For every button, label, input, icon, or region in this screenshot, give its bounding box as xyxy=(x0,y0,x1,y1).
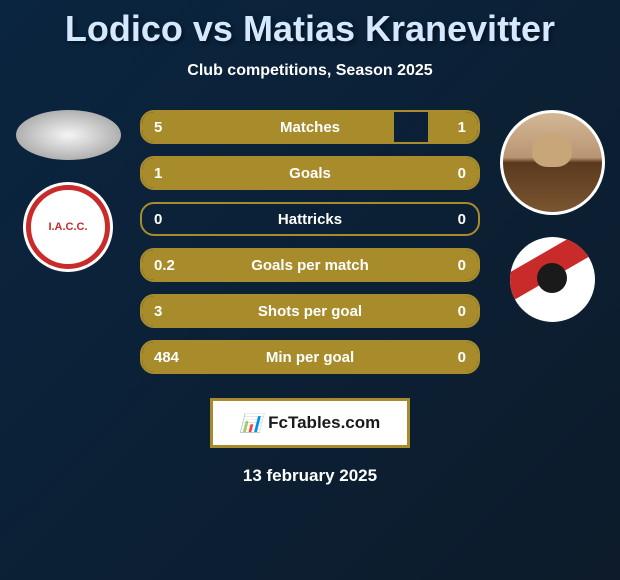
stat-fill-right xyxy=(428,112,478,142)
stat-value-left: 0 xyxy=(154,211,162,228)
stat-row: 0 Hattricks 0 xyxy=(140,202,480,236)
site-badge: 📊 FcTables.com xyxy=(210,398,410,448)
stat-value-left: 1 xyxy=(154,165,162,182)
page-subtitle: Club competitions, Season 2025 xyxy=(0,62,620,80)
player1-column: I.A.C.C. xyxy=(8,110,128,386)
stat-row: 5 Matches 1 xyxy=(140,110,480,144)
player1-club-logo: I.A.C.C. xyxy=(23,182,113,272)
stat-value-right: 0 xyxy=(458,257,466,274)
footer-date: 13 february 2025 xyxy=(0,466,620,486)
stat-label: Hattricks xyxy=(278,211,342,228)
player2-avatar xyxy=(500,110,605,215)
player2-club-logo xyxy=(510,237,595,322)
site-name: FcTables.com xyxy=(268,413,380,433)
stat-value-left: 0.2 xyxy=(154,257,175,274)
stat-value-right: 1 xyxy=(458,119,466,136)
stat-value-left: 5 xyxy=(154,119,162,136)
stat-row: 484 Min per goal 0 xyxy=(140,340,480,374)
stat-row: 3 Shots per goal 0 xyxy=(140,294,480,328)
stat-value-left: 3 xyxy=(154,303,162,320)
stat-value-right: 0 xyxy=(458,303,466,320)
stat-label: Goals xyxy=(289,165,331,182)
stat-row: 1 Goals 0 xyxy=(140,156,480,190)
stat-row: 0.2 Goals per match 0 xyxy=(140,248,480,282)
stat-fill-left xyxy=(142,112,394,142)
stat-value-right: 0 xyxy=(458,211,466,228)
player2-column xyxy=(492,110,612,386)
player1-avatar-placeholder xyxy=(16,110,121,160)
chart-icon: 📊 xyxy=(240,413,262,434)
stat-label: Matches xyxy=(280,119,340,136)
stats-column: 5 Matches 1 1 Goals 0 0 Hattricks 0 0.2 Goals per … xyxy=(128,110,492,386)
stat-label: Min per goal xyxy=(266,349,354,366)
page-title: Lodico vs Matias Kranevitter xyxy=(0,0,620,50)
stat-value-right: 0 xyxy=(458,165,466,182)
stat-label: Shots per goal xyxy=(258,303,362,320)
main-content: I.A.C.C. 5 Matches 1 1 Goals 0 0 Hattricks 0 0.2 G… xyxy=(0,110,620,386)
stat-value-right: 0 xyxy=(458,349,466,366)
stat-value-left: 484 xyxy=(154,349,179,366)
player1-club-abbr: I.A.C.C. xyxy=(48,221,87,233)
stat-label: Goals per match xyxy=(251,257,369,274)
